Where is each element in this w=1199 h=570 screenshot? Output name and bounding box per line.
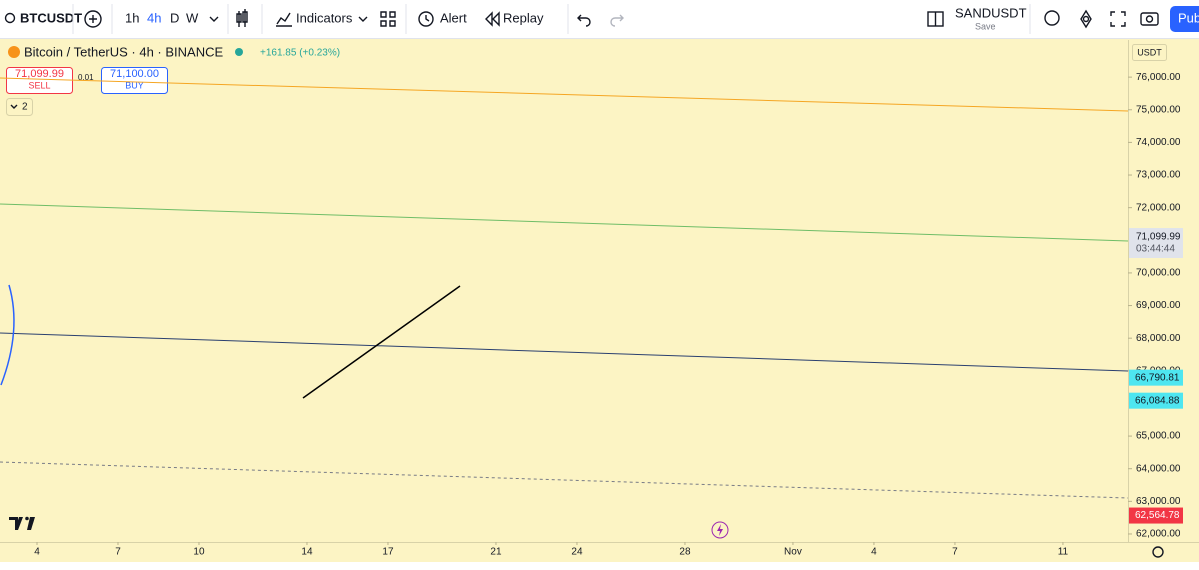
x-tick-label: 11 xyxy=(1058,547,1069,558)
trend-line xyxy=(0,77,1128,112)
search-icon[interactable] xyxy=(4,12,16,24)
currency-button[interactable] xyxy=(1132,44,1167,61)
sell-label[interactable]: SELL xyxy=(28,80,50,90)
layout-status: Save xyxy=(975,21,996,31)
price-label: 66,790.81 xyxy=(1135,372,1180,383)
alert-button[interactable]: Alert xyxy=(440,10,467,25)
indicators-button[interactable]: Indicators xyxy=(296,10,353,25)
trend-line xyxy=(0,461,1128,499)
symbol[interactable]: BTCUSDT xyxy=(20,10,82,25)
tv-logo-mark xyxy=(9,517,23,530)
snapshot-icon-lens xyxy=(1145,15,1154,23)
buy-price[interactable]: 71,100.00 xyxy=(110,68,159,80)
y-tick-label: 63,000.00 xyxy=(1136,496,1181,507)
y-tick-label: 69,000.00 xyxy=(1136,300,1181,311)
x-tick-label: 10 xyxy=(193,547,205,558)
currency[interactable]: USDT xyxy=(1137,47,1162,57)
y-tick-label: 73,000.00 xyxy=(1136,170,1181,181)
settings-icon[interactable] xyxy=(1080,9,1092,29)
y-tick-label: 75,000.00 xyxy=(1136,104,1181,115)
undo[interactable] xyxy=(577,14,591,27)
add-symbol[interactable] xyxy=(84,10,102,28)
x-tick-label: 7 xyxy=(952,547,958,558)
sell-price[interactable]: 71,099.99 xyxy=(15,68,64,80)
tv-logo xyxy=(9,516,35,530)
x-tick-label: Nov xyxy=(784,547,802,558)
spread: 0.01 xyxy=(78,73,94,82)
price-label: 62,564.78 xyxy=(1135,510,1180,521)
y-tick-label: 65,000.00 xyxy=(1136,431,1181,442)
publish-button[interactable] xyxy=(1170,6,1199,32)
fullscreen-icon[interactable] xyxy=(1110,11,1126,27)
publish-label[interactable]: Pub xyxy=(1178,10,1199,25)
events-icon-bolt xyxy=(717,524,723,536)
interval[interactable]: 1h xyxy=(125,10,139,25)
chart-pane xyxy=(0,39,1199,562)
indicator-count[interactable]: 2 xyxy=(22,102,28,113)
interval[interactable]: D xyxy=(170,10,179,25)
drawing-arc xyxy=(0,284,15,386)
legend-title: Bitcoin / TetherUS · 4h · BINANCE xyxy=(24,44,223,59)
legend-toggle[interactable] xyxy=(6,98,33,116)
x-tick-label: 4 xyxy=(871,547,877,558)
toolbar xyxy=(0,0,1199,38)
price-label: 66,084.88 xyxy=(1135,395,1180,406)
alert-icon-hands xyxy=(425,15,430,22)
interval-menu[interactable] xyxy=(209,16,219,22)
x-tick-label: 7 xyxy=(115,547,121,558)
x-tick-label: 17 xyxy=(382,547,394,558)
y-tick-label: 76,000.00 xyxy=(1136,72,1181,83)
legend-toggle-chevron xyxy=(10,104,18,109)
legend-change: +161.85 (+0.23%) xyxy=(260,48,340,59)
x-tick-label: 4 xyxy=(34,547,40,558)
last-price-label: 71,099.99 xyxy=(1136,232,1181,243)
y-tick-label: 68,000.00 xyxy=(1136,333,1181,344)
layout-name[interactable]: SANDUSDT xyxy=(955,5,1027,20)
trend-line xyxy=(0,203,1128,242)
last-price-box xyxy=(1129,228,1183,259)
alert-icon[interactable] xyxy=(418,11,434,27)
buy-label[interactable]: BUY xyxy=(125,80,144,90)
replay-button[interactable]: Replay xyxy=(503,10,544,25)
chart-type-icon[interactable] xyxy=(236,9,248,27)
snapshot-icon[interactable] xyxy=(1140,12,1159,26)
y-tick-label: 64,000.00 xyxy=(1136,463,1181,474)
y-tick-label: 62,000.00 xyxy=(1136,529,1181,540)
interval-active[interactable]: 4h xyxy=(147,10,161,25)
y-tick-label: 72,000.00 xyxy=(1136,202,1181,213)
plot-area xyxy=(0,77,1128,499)
price-label-box xyxy=(1129,369,1183,386)
indicators-icon[interactable] xyxy=(276,12,292,27)
interval[interactable]: W xyxy=(186,10,199,25)
price-label-box xyxy=(1129,392,1183,409)
countdown: 03:44:44 xyxy=(1136,244,1175,255)
x-tick-label: 24 xyxy=(571,547,583,558)
add-symbol-plus xyxy=(89,15,97,23)
market-status xyxy=(235,48,243,56)
y-tick-label: 74,000.00 xyxy=(1136,137,1181,148)
trend-line xyxy=(0,332,1128,372)
symbol-logo xyxy=(8,46,20,58)
x-tick-label: 28 xyxy=(679,547,691,558)
tv-logo-mark xyxy=(27,517,35,530)
y-tick-label: 70,000.00 xyxy=(1136,268,1181,279)
x-tick-label: 14 xyxy=(301,547,313,558)
indicators-menu[interactable] xyxy=(358,16,368,22)
footer xyxy=(0,562,1199,570)
trend-line xyxy=(302,285,461,399)
x-tick-label: 21 xyxy=(490,547,502,558)
redo[interactable] xyxy=(610,14,624,27)
quick-search-icon[interactable] xyxy=(1044,10,1060,26)
replay-icon[interactable] xyxy=(485,11,500,27)
layout-icon[interactable] xyxy=(380,11,396,27)
price-label-box xyxy=(1129,507,1183,524)
axis-settings[interactable] xyxy=(1152,546,1164,558)
settings-icon-center xyxy=(1082,15,1090,23)
tv-logo-dot xyxy=(25,516,29,521)
